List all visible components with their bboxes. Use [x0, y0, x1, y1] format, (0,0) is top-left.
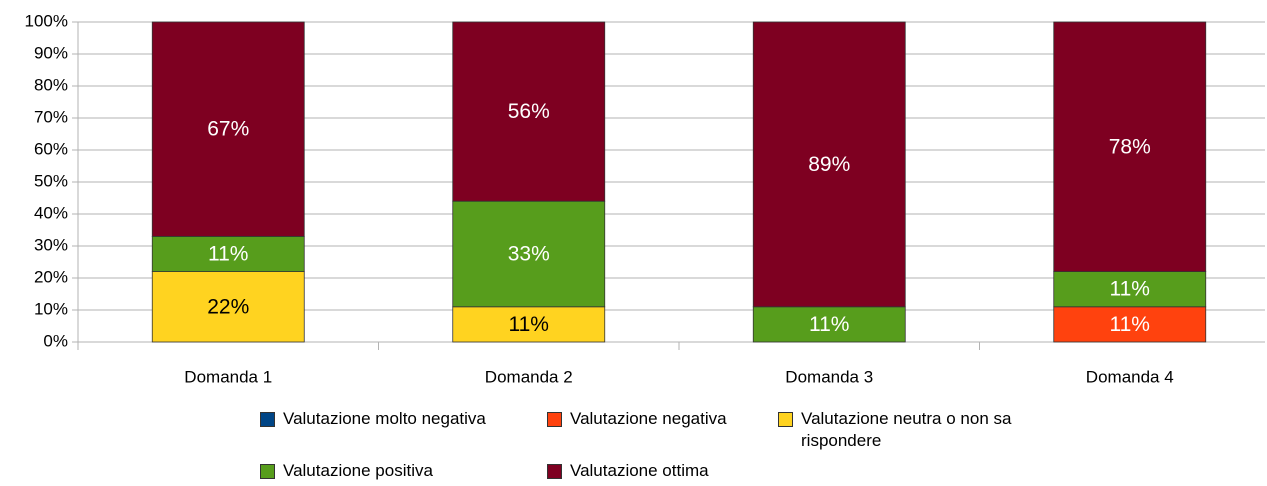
legend-swatch [778, 412, 793, 427]
legend-label: Valutazione ottima [570, 461, 709, 480]
value-label: 78% [1109, 135, 1151, 158]
y-tick-label: 10% [34, 299, 68, 318]
legend-swatch [547, 464, 562, 479]
legend-label: Valutazione negativa [570, 409, 727, 428]
legend-item: Valutazione neutra o non sa rispondere [778, 408, 1048, 452]
value-label: 22% [207, 295, 249, 318]
bar-segment [452, 21, 606, 202]
y-tick-label: 50% [34, 171, 68, 190]
bar-segment [151, 271, 305, 343]
legend-item: Valutazione negativa [547, 408, 767, 430]
legend-label: Valutazione neutra o non sa rispondere [801, 409, 1012, 450]
bar-segment [1053, 306, 1207, 343]
value-label: 67% [207, 118, 249, 141]
x-tick-label: Domanda 3 [785, 367, 873, 386]
value-label: 11% [509, 313, 549, 336]
legend-label: Valutazione molto negativa [283, 409, 486, 428]
legend-item: Valutazione ottima [547, 460, 767, 482]
bar-segment [752, 306, 906, 343]
bar-segment [752, 21, 906, 308]
value-label: 11% [809, 313, 849, 336]
legend-swatch [547, 412, 562, 427]
value-label: 11% [1110, 313, 1150, 336]
legend-swatch [260, 412, 275, 427]
legend-label: Valutazione positiva [283, 461, 433, 480]
x-tick-label: Domanda 1 [184, 367, 272, 386]
bar-segment [151, 21, 305, 237]
bar-segment [452, 306, 606, 343]
y-tick-label: 0% [43, 331, 68, 350]
y-tick-label: 90% [34, 43, 68, 62]
value-label: 89% [808, 153, 850, 176]
value-label: 11% [208, 243, 248, 266]
value-label: 33% [508, 243, 550, 266]
y-tick-label: 30% [34, 235, 68, 254]
y-tick-label: 40% [34, 203, 68, 222]
y-tick-label: 20% [34, 267, 68, 286]
legend-swatch [260, 464, 275, 479]
x-tick-label: Domanda 2 [485, 367, 573, 386]
x-tick-label: Domanda 4 [1086, 367, 1174, 386]
bar-segment [1053, 271, 1207, 308]
y-tick-label: 70% [34, 107, 68, 126]
bar-segment [452, 200, 606, 308]
value-label: 56% [508, 100, 550, 123]
y-tick-label: 60% [34, 139, 68, 158]
bar-segment [1053, 21, 1207, 273]
y-tick-label: 100% [25, 11, 68, 30]
y-tick-label: 80% [34, 75, 68, 94]
legend-item: Valutazione molto negativa [260, 408, 540, 430]
value-label: 11% [1110, 278, 1150, 301]
legend-item: Valutazione positiva [260, 460, 540, 482]
